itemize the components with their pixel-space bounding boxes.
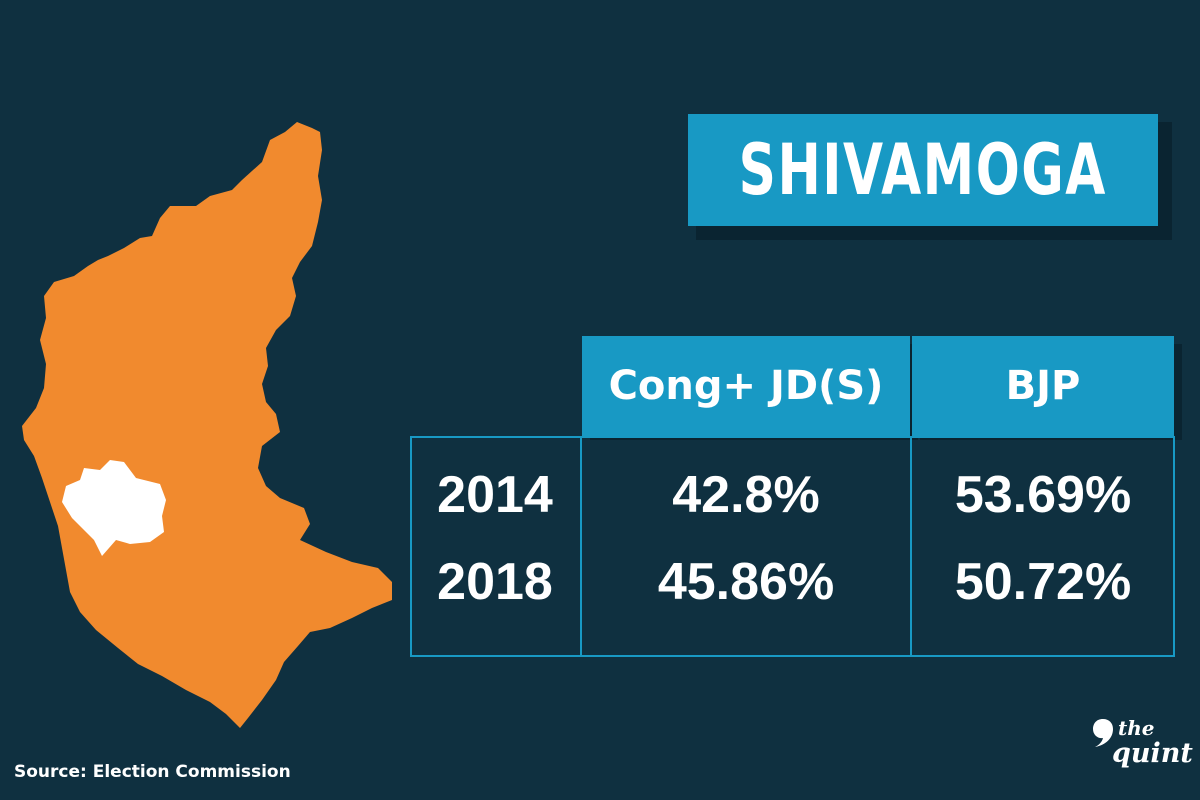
shivamoga-district-icon — [62, 460, 166, 556]
karnataka-map-icon — [22, 122, 392, 728]
cell-2018-bjp: 50.72% — [954, 553, 1132, 611]
logo-line-1: the — [1118, 716, 1155, 740]
page-title: SHIVAMOGA — [738, 129, 1108, 211]
title-banner: SHIVAMOGA — [688, 114, 1158, 226]
row-label-2014: 2014 — [437, 466, 553, 524]
quote-mark-icon — [1093, 719, 1113, 747]
source-note: Source: Election Commission — [14, 762, 291, 782]
table-divider — [910, 436, 912, 657]
column-header-cong-jds: Cong+ JD(S) — [582, 336, 910, 436]
karnataka-map — [22, 122, 392, 728]
table-divider — [580, 436, 582, 657]
results-table-body — [410, 436, 1175, 657]
logo-line-2: quint — [1112, 738, 1193, 769]
column-header-bjp: BJP — [912, 336, 1174, 436]
the-quint-logo: the quint — [1092, 714, 1193, 784]
cell-2014-cong-jds: 42.8% — [672, 466, 820, 524]
row-label-2018: 2018 — [437, 553, 553, 611]
cell-2018-cong-jds: 45.86% — [657, 553, 835, 611]
cell-2014-bjp: 53.69% — [954, 466, 1132, 524]
